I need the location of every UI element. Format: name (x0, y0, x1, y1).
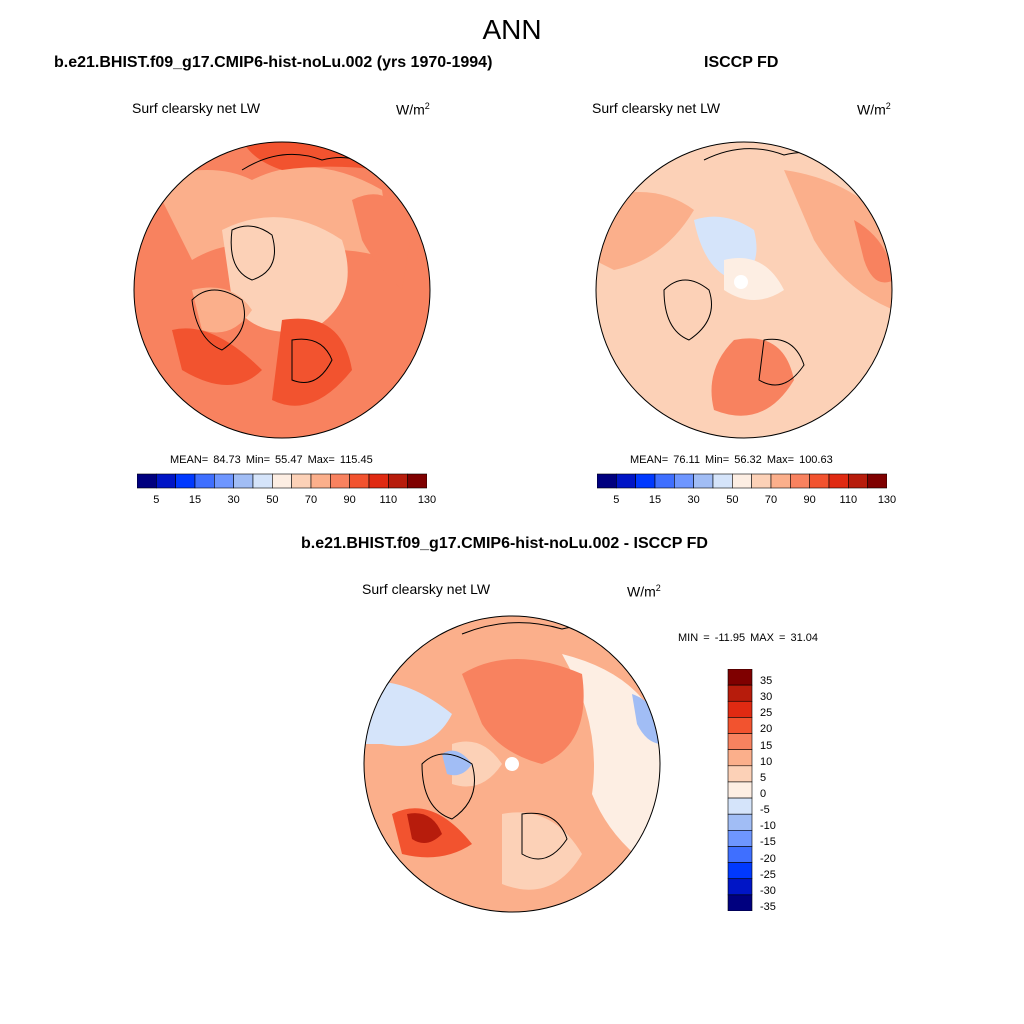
panel2-units: W/m2 (857, 101, 891, 118)
colorbar-swatch (597, 473, 617, 489)
colorbar-swatch (156, 473, 176, 489)
colorbar-swatch (727, 733, 753, 750)
colorbar-swatch (291, 473, 312, 489)
panel3-field-label: Surf clearsky net LW (362, 581, 491, 597)
panel2-title: ISCCP FD (704, 54, 779, 71)
colorbar-tick-label: -5 (760, 804, 770, 817)
colorbar-swatch (693, 473, 714, 489)
colorbar-tick-label: 90 (803, 494, 816, 506)
colorbar-swatch (727, 894, 753, 911)
panel2-colorbar (597, 473, 887, 489)
colorbar-tick-label: 130 (877, 494, 897, 506)
panel1-stats: MEAN= 84.73 Min= 55.47 Max= 115.45 (170, 454, 373, 466)
panel1-colorbar-labels: 5 15 30 50 70 90 110 130 (137, 494, 436, 508)
panel3-title: b.e21.BHIST.f09_g17.CMIP6-hist-noLu.002 … (301, 535, 708, 552)
colorbar-swatch (272, 473, 292, 489)
colorbar-swatch (809, 473, 830, 489)
colorbar-swatch (727, 669, 753, 686)
colorbar-tick-label: -15 (760, 836, 776, 849)
colorbar-swatch (727, 781, 753, 799)
colorbar-tick-label: 50 (726, 494, 739, 506)
colorbar-tick-label: 70 (764, 494, 778, 506)
colorbar-swatch (727, 684, 753, 702)
colorbar-swatch (214, 473, 234, 489)
colorbar-swatch (727, 846, 753, 863)
colorbar-swatch (635, 473, 656, 489)
colorbar-swatch (727, 765, 753, 783)
colorbar-tick-label: 70 (304, 494, 318, 506)
panel2-stats: MEAN= 76.11 Min= 56.32 Max= 100.63 (630, 454, 833, 466)
colorbar-swatch (727, 862, 753, 880)
panel3-colorbar (727, 669, 753, 911)
colorbar-tick-label: -20 (760, 852, 776, 865)
colorbar-swatch (349, 473, 370, 489)
panel1-colorbar (137, 473, 427, 489)
colorbar-tick-label: 15 (188, 494, 202, 506)
colorbar-swatch (674, 473, 694, 489)
colorbar-tick-label: 30 (760, 691, 773, 704)
colorbar-swatch (727, 878, 753, 896)
colorbar-swatch (388, 473, 408, 489)
colorbar-tick-label: 20 (760, 723, 773, 736)
colorbar-swatch (727, 813, 753, 831)
colorbar-swatch (727, 830, 753, 847)
colorbar-swatch (712, 473, 733, 489)
colorbar-tick-label: 30 (227, 494, 240, 506)
panel1-field-label: Surf clearsky net LW (132, 100, 261, 116)
panel3-units: W/m2 (627, 583, 661, 600)
panel2-field-label: Surf clearsky net LW (592, 100, 721, 116)
colorbar-swatch (732, 473, 752, 489)
colorbar-swatch (616, 473, 636, 489)
panel1-title: b.e21.BHIST.f09_g17.CMIP6-hist-noLu.002 … (54, 54, 493, 71)
colorbar-swatch (751, 473, 772, 489)
colorbar-tick-label: 110 (839, 494, 858, 506)
colorbar-swatch (175, 473, 196, 489)
colorbar-tick-label: 10 (760, 755, 773, 768)
colorbar-swatch (407, 473, 427, 489)
colorbar-swatch (727, 797, 753, 815)
colorbar-tick-label: -25 (760, 868, 776, 881)
colorbar-swatch (252, 473, 273, 489)
colorbar-tick-label: 50 (266, 494, 279, 506)
colorbar-tick-label: -10 (760, 820, 776, 833)
colorbar-swatch (727, 700, 753, 718)
colorbar-swatch (790, 473, 810, 489)
colorbar-swatch (727, 749, 753, 767)
figure-title: ANN (482, 14, 542, 45)
colorbar-swatch (654, 473, 675, 489)
colorbar-swatch (848, 473, 868, 489)
panel2-colorbar-labels: 5 15 30 50 70 90 110 130 (597, 494, 896, 508)
panel1-polar-map (133, 141, 431, 439)
colorbar-tick-label: -30 (760, 884, 776, 897)
colorbar-swatch (368, 473, 389, 489)
colorbar-tick-label: 15 (760, 739, 773, 752)
colorbar-tick-label: -35 (760, 900, 776, 913)
colorbar-tick-label: 30 (687, 494, 700, 506)
colorbar-tick-label: 90 (343, 494, 356, 506)
colorbar-swatch (828, 473, 849, 489)
colorbar-swatch (194, 473, 215, 489)
colorbar-swatch (330, 473, 350, 489)
colorbar-swatch (770, 473, 791, 489)
colorbar-tick-label: 0 (760, 788, 767, 800)
colorbar-tick-label: 5 (153, 494, 160, 506)
colorbar-tick-label: 130 (417, 494, 437, 506)
colorbar-tick-label: 35 (760, 675, 773, 688)
colorbar-swatch (233, 473, 254, 489)
colorbar-tick-label: 5 (613, 494, 620, 506)
colorbar-tick-label: 110 (379, 494, 398, 506)
colorbar-tick-label: 15 (648, 494, 662, 506)
colorbar-swatch (137, 473, 157, 489)
colorbar-tick-label: 5 (760, 771, 767, 784)
panel1-units: W/m2 (396, 101, 430, 118)
colorbar-tick-label: 25 (760, 707, 773, 720)
colorbar-swatch (727, 717, 753, 734)
panel3-stats: MIN = -11.95 MAX = 31.04 (678, 632, 819, 644)
colorbar-swatch (867, 473, 887, 489)
colorbar-swatch (310, 473, 331, 489)
panel3-colorbar-labels: 35 30 25 20 15 10 5 0 -5 -10 -15 -20 -25 -30 -35 (760, 669, 800, 913)
panel3-polar-map (363, 615, 661, 913)
panel2-polar-map (595, 141, 893, 439)
